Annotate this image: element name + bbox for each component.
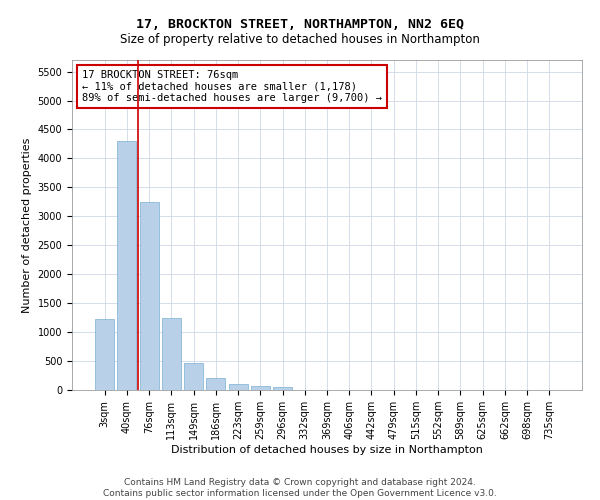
Text: 17, BROCKTON STREET, NORTHAMPTON, NN2 6EQ: 17, BROCKTON STREET, NORTHAMPTON, NN2 6E… [136,18,464,30]
Bar [118,141,136,390]
X-axis label: Distribution of detached houses by size in Northampton: Distribution of detached houses by size … [171,445,483,455]
Bar [162,318,181,390]
Bar [184,363,203,390]
Text: Contains HM Land Registry data © Crown copyright and database right 2024.
Contai: Contains HM Land Registry data © Crown c… [103,478,497,498]
Bar [95,320,114,390]
Bar [251,386,270,390]
Text: Size of property relative to detached houses in Northampton: Size of property relative to detached ho… [120,32,480,46]
Bar [229,384,248,390]
Y-axis label: Number of detached properties: Number of detached properties [22,138,32,312]
Bar [273,386,292,390]
Bar [140,202,158,390]
Text: 17 BROCKTON STREET: 76sqm
← 11% of detached houses are smaller (1,178)
89% of se: 17 BROCKTON STREET: 76sqm ← 11% of detac… [82,70,382,103]
Bar [206,378,225,390]
